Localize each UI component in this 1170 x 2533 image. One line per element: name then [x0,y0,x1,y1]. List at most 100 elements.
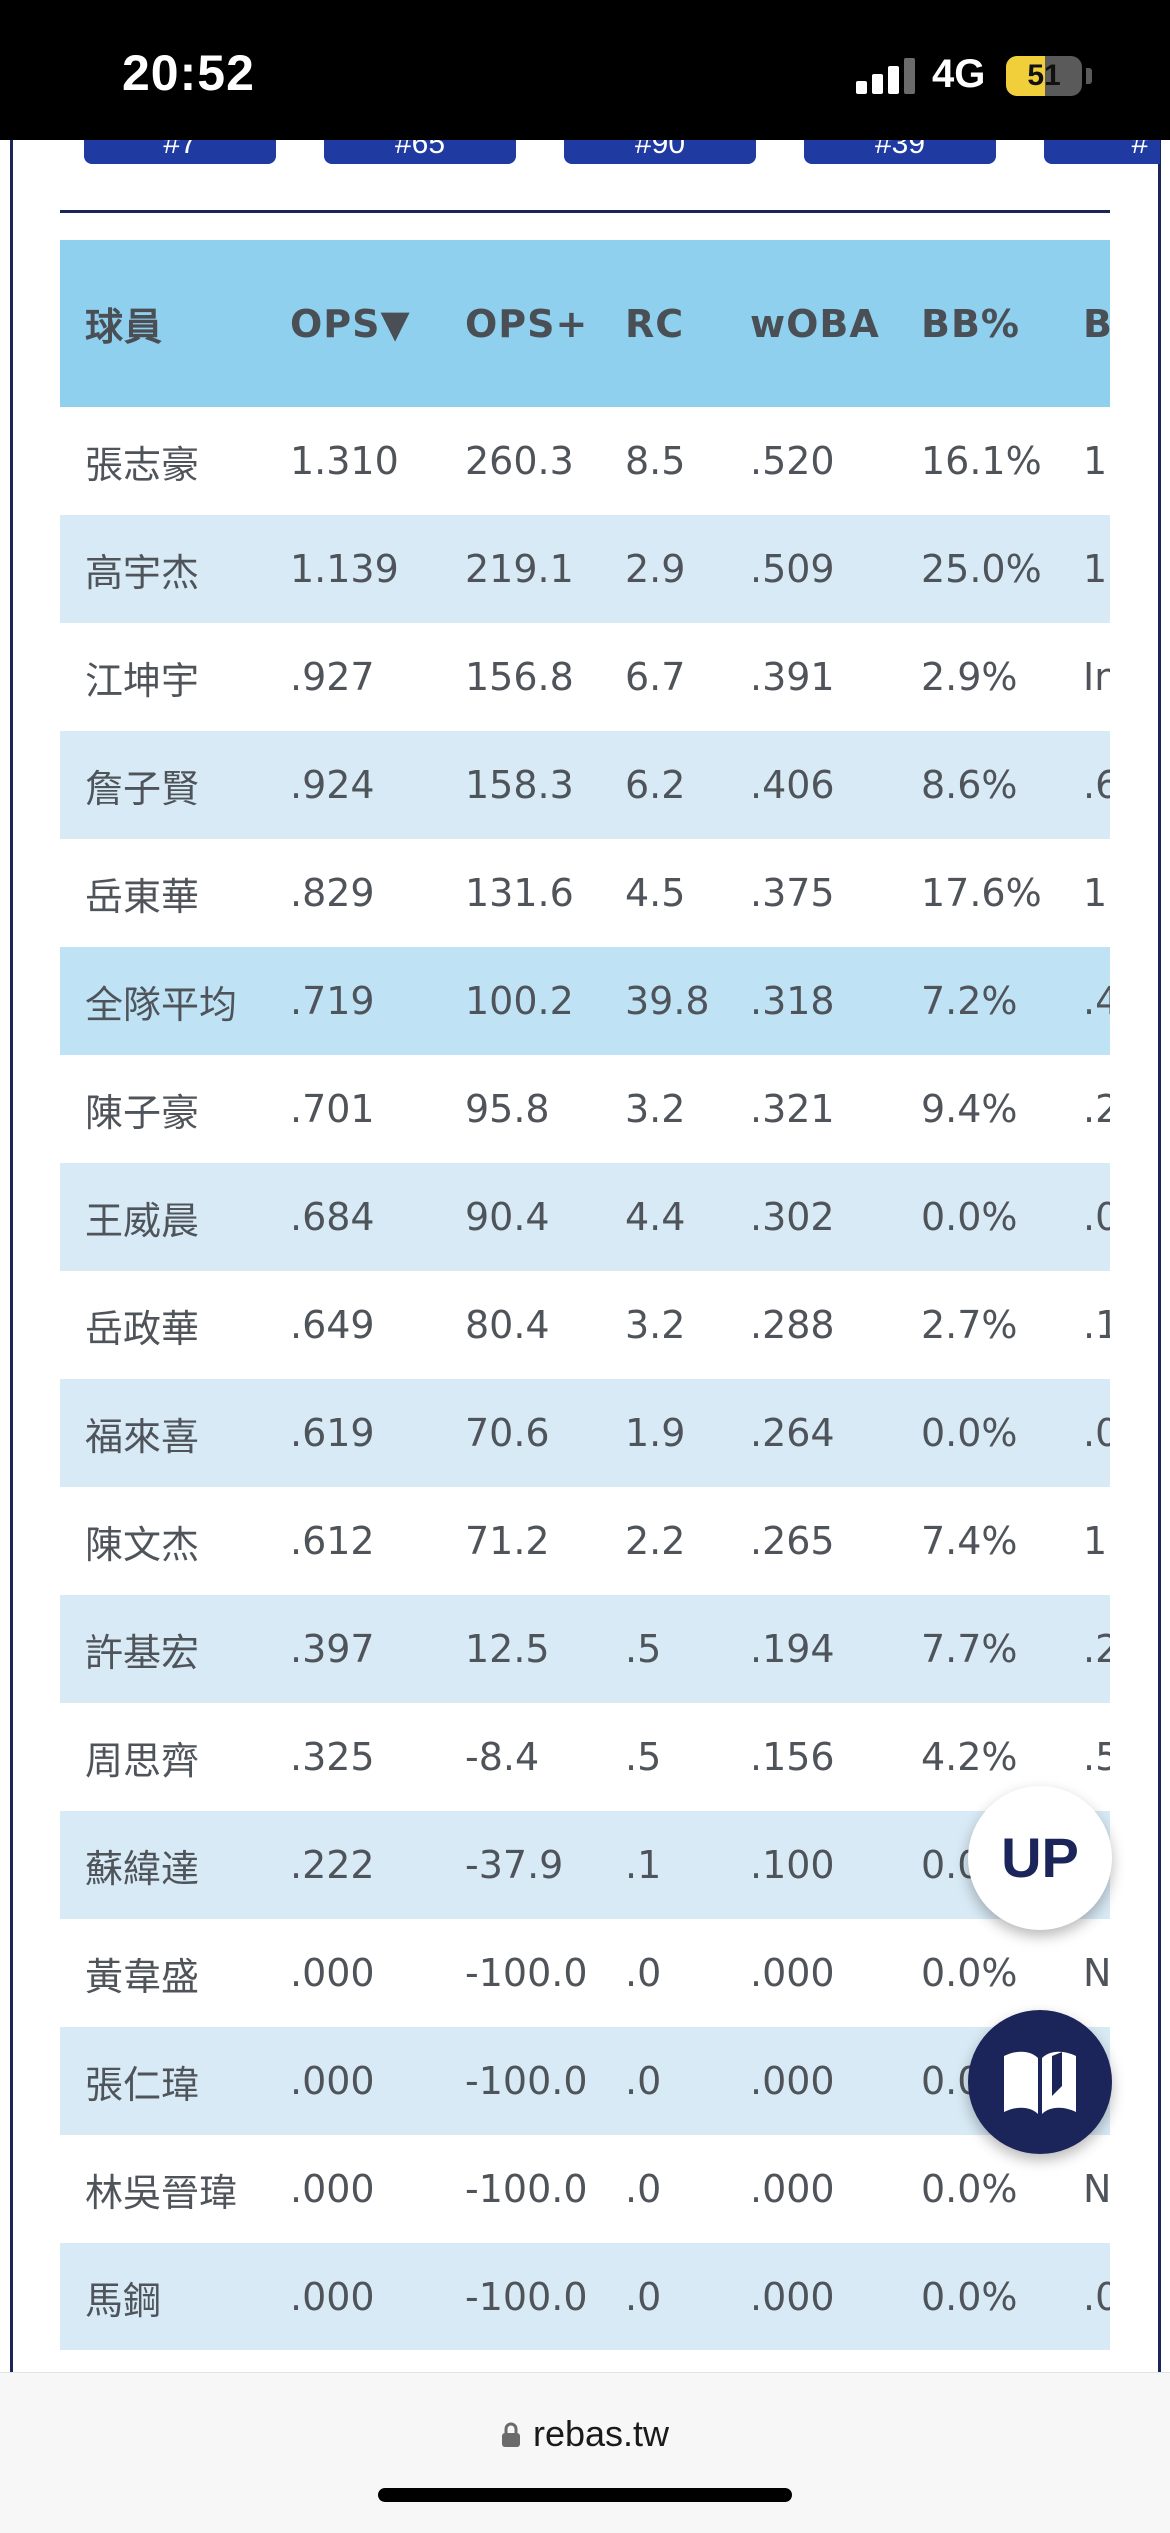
player-name-cell[interactable]: 黃韋盛 [85,1954,200,1999]
ops-cell: .924 [290,763,375,807]
header-next[interactable]: B [1083,301,1110,346]
player-tab[interactable]: #7 [84,140,276,164]
team-average-row: 全隊平均 .719 100.2 39.8 .318 7.2% .4 [60,947,1110,1055]
player-tab[interactable]: # [1044,140,1160,164]
stats-table: 球員 OPS▼ OPS+ RC wOBA BB% B 張志豪 1.310 260.3… [60,240,1110,2350]
page-frame-right [1158,140,1161,2372]
ops-cell: 1.310 [290,439,399,483]
ops-plus-cell: -100.0 [465,2167,588,2211]
lock-icon [501,2415,521,2457]
rc-cell: .5 [625,1735,662,1779]
player-name-cell[interactable]: 高宇杰 [85,550,200,595]
player-name-cell[interactable]: 江坤宇 [85,658,200,703]
player-name-cell[interactable]: 全隊平均 [85,982,238,1027]
rc-cell: 2.2 [625,1519,686,1563]
url-text: rebas.tw [532,2413,670,2454]
player-tab[interactable]: #65 [324,140,516,164]
rc-cell: 8.5 [625,439,686,483]
table-row: 蘇緯達.222-37.9.1.1000.0% [60,1811,1110,1919]
next-column-cell: .0 [1083,1411,1110,1455]
player-name-cell[interactable]: 陳子豪 [85,1090,200,1135]
ops-plus-cell: -100.0 [465,1951,588,1995]
rc-cell: 39.8 [625,979,710,1023]
guide-button[interactable] [968,2010,1112,2154]
table-row: 許基宏 .397 12.5 .5 .194 7.7% .2 [60,1595,1110,1703]
browser-url-bar[interactable]: rebas.tw [0,2372,1170,2533]
rc-cell: .0 [625,1951,662,1995]
woba-cell: .265 [750,1519,835,1563]
stats-table-scroll[interactable]: 球員 OPS▼ OPS+ RC wOBA BB% B 張志豪 1.310 260.3… [60,240,1110,2350]
player-name-cell[interactable]: 福來喜 [85,1414,200,1459]
ops-cell: .927 [290,655,375,699]
player-name-cell[interactable]: 岳東華 [85,874,200,919]
rc-cell: 4.4 [625,1195,686,1239]
bb-pct-cell: 2.9% [921,655,1018,699]
next-column-cell: .4 [1083,979,1110,1023]
woba-cell: .520 [750,439,835,483]
next-column-cell: .1 [1083,1303,1110,1347]
scroll-up-button[interactable]: UP [968,1786,1112,1930]
player-name-cell[interactable]: 周思齊 [85,1738,200,1783]
ops-cell: .000 [290,2167,375,2211]
table-row: 岳政華 .649 80.4 3.2 .288 2.7% .1 [60,1271,1110,1379]
player-name-cell[interactable]: 詹子賢 [85,766,200,811]
ops-plus-cell: 12.5 [465,1627,550,1671]
status-time: 20:52 [122,45,255,101]
status-bar: 20:52 4G 51 [0,0,1170,140]
table-row: 林吳晉瑋 .000 -100.0 .0 .000 0.0% N [60,2135,1110,2243]
woba-cell: .000 [750,2167,835,2211]
bb-pct-cell: 9.4% [921,1087,1018,1131]
ops-plus-cell: 90.4 [465,1195,550,1239]
ops-plus-cell: -100.0 [465,2059,588,2103]
ops-cell: .719 [290,979,375,1023]
player-name-cell[interactable]: 王威晨 [85,1198,200,1243]
header-rc[interactable]: RC [625,301,685,346]
woba-cell: .000 [750,2059,835,2103]
header-woba[interactable]: wOBA [750,301,880,346]
bb-pct-cell: 0.0% [921,1951,1018,1995]
bb-pct-cell: 0.0% [921,1195,1018,1239]
player-tab[interactable]: #90 [564,140,756,164]
header-ops-plus[interactable]: OPS+ [465,301,589,346]
rc-cell: .5 [625,1627,662,1671]
header-ops[interactable]: OPS▼ [290,301,411,346]
book-icon [1004,2051,1076,2114]
woba-cell: .100 [750,1843,835,1887]
signal-strength-icon [856,58,916,94]
home-indicator [378,2488,792,2502]
section-divider [60,210,1110,213]
bb-pct-cell: 7.7% [921,1627,1018,1671]
next-column-cell: 1. [1083,547,1110,591]
table-row: 高宇杰 1.139 219.1 2.9 .509 25.0% 1. [60,515,1110,623]
player-name-cell[interactable]: 張志豪 [85,442,200,487]
ops-cell: .325 [290,1735,375,1779]
woba-cell: .156 [750,1735,835,1779]
table-header-row: 球員 OPS▼ OPS+ RC wOBA BB% B [60,240,1110,407]
player-name-cell[interactable]: 蘇緯達 [85,1846,200,1891]
ops-cell: .649 [290,1303,375,1347]
next-column-cell: .0 [1083,1195,1110,1239]
player-name-cell[interactable]: 陳文杰 [85,1522,200,1567]
bb-pct-cell: 0.0% [921,2275,1018,2319]
table-row: 王威晨 .684 90.4 4.4 .302 0.0% .0 [60,1163,1110,1271]
ops-plus-cell: 100.2 [465,979,574,1023]
ops-plus-cell: 131.6 [465,871,574,915]
player-name-cell[interactable]: 張仁瑋 [85,2062,200,2107]
ops-cell: .000 [290,2275,375,2319]
header-bb-pct[interactable]: BB% [921,301,1021,346]
player-name-cell[interactable]: 岳政華 [85,1306,200,1351]
next-column-cell: .2 [1083,1627,1110,1671]
ops-plus-cell: 80.4 [465,1303,550,1347]
ops-plus-cell: 219.1 [465,547,574,591]
player-tab[interactable]: #39 [804,140,996,164]
table-row: 江坤宇 .927 156.8 6.7 .391 2.9% In [60,623,1110,731]
header-player[interactable]: 球員 [85,305,164,349]
woba-cell: .000 [750,1951,835,1995]
player-name-cell[interactable]: 林吳晉瑋 [85,2170,238,2215]
player-name-cell[interactable]: 馬鋼 [85,2278,162,2323]
table-row: 福來喜 .619 70.6 1.9 .264 0.0% .0 [60,1379,1110,1487]
network-type: 4G [932,52,986,96]
player-name-cell[interactable]: 許基宏 [85,1630,200,1675]
next-column-cell: .5 [1083,1735,1110,1779]
rc-cell: 2.9 [625,547,686,591]
